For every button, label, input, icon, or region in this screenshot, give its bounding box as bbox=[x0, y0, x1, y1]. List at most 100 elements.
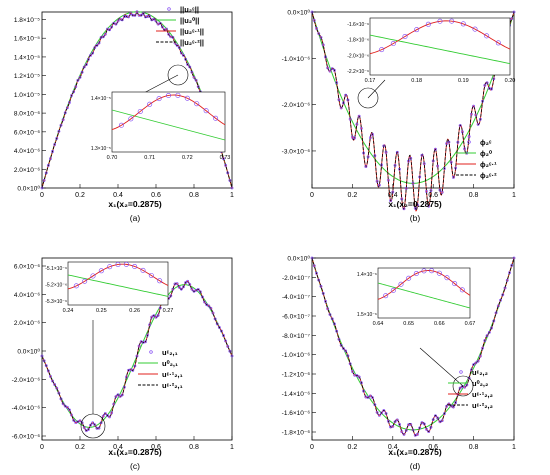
data-point-marker bbox=[463, 147, 467, 151]
inset-first-order-line bbox=[377, 270, 471, 300]
data-point-marker bbox=[122, 385, 126, 389]
panel-label: (c) bbox=[130, 461, 140, 471]
data-point-marker bbox=[355, 374, 359, 377]
chart-panel-d: 0 0.2 0.4 0.6 0.8 1 0.0×10⁰ -2.0×10⁻⁷ -4.0×10⁻⁷ -… bbox=[282, 255, 516, 472]
data-point-marker bbox=[190, 70, 194, 74]
data-point-marker bbox=[490, 326, 493, 330]
data-point-marker bbox=[431, 418, 435, 422]
data-point-marker bbox=[224, 163, 228, 167]
data-point-marker bbox=[224, 339, 228, 343]
data-point-marker bbox=[209, 306, 213, 310]
data-point-marker bbox=[171, 287, 175, 291]
data-point-marker bbox=[89, 423, 92, 427]
data-point-marker bbox=[125, 375, 128, 379]
data-point-marker bbox=[333, 68, 336, 72]
panel-label: (b) bbox=[410, 213, 421, 223]
y-tick-label: -1.2×10⁻⁶ bbox=[282, 372, 311, 379]
inset-y-tick-label: 1.4×10⁻⁶ bbox=[357, 272, 377, 278]
data-point-marker bbox=[95, 43, 99, 47]
inset-data-marker bbox=[203, 108, 209, 114]
data-point-marker bbox=[472, 104, 476, 108]
data-point-marker bbox=[89, 53, 92, 57]
zoom-circle bbox=[452, 375, 474, 397]
data-point-marker bbox=[87, 427, 90, 431]
data-point-marker bbox=[91, 421, 95, 425]
data-point-marker bbox=[171, 35, 175, 39]
data-point-marker bbox=[194, 78, 198, 82]
legend-marker bbox=[467, 140, 471, 144]
data-point-marker bbox=[449, 404, 453, 408]
x-tick-label: 0 bbox=[40, 192, 44, 199]
y-tick-label: 0.0×10⁰ bbox=[17, 348, 40, 356]
data-point-marker bbox=[386, 178, 390, 182]
data-point-marker bbox=[80, 421, 84, 425]
plot-frame bbox=[41, 257, 233, 441]
data-point-marker bbox=[55, 136, 59, 140]
legend-label: ϕ₂ᵋ·² bbox=[480, 171, 497, 180]
data-point-marker bbox=[63, 111, 67, 115]
data-point-marker bbox=[503, 286, 507, 290]
data-point-marker bbox=[409, 156, 413, 160]
data-point-marker bbox=[449, 160, 453, 164]
data-point-marker bbox=[335, 81, 339, 85]
inset-data-marker bbox=[436, 270, 442, 276]
inset-first-order-line bbox=[369, 20, 511, 55]
data-point-marker bbox=[135, 354, 139, 358]
inset-data-marker bbox=[213, 115, 219, 121]
x-tick-label: 1 bbox=[512, 444, 516, 451]
inset: 0.70 0.71 0.72 0.73 1.4×10⁻⁵ 1.3×10⁻⁵ bbox=[91, 91, 230, 161]
data-point-marker bbox=[382, 409, 386, 412]
legend-label: ||u₂ᵋ·²|| bbox=[180, 38, 204, 47]
data-point-marker bbox=[84, 63, 88, 66]
data-point-marker bbox=[59, 397, 63, 401]
data-point-marker bbox=[416, 432, 419, 436]
data-point-marker bbox=[337, 98, 341, 102]
x-tick-label: 0.6 bbox=[151, 444, 161, 451]
inset-data-marker bbox=[132, 263, 138, 269]
x-tick-label: 1 bbox=[230, 444, 234, 451]
y-tick-label: -8.0×10⁻⁷ bbox=[282, 333, 311, 340]
inset-data-marker bbox=[414, 27, 420, 33]
y-tick-label: -2.0×10⁻⁷ bbox=[282, 275, 311, 282]
legend-label: uᵋ·¹₂,₂ bbox=[472, 390, 493, 399]
data-point-marker bbox=[411, 428, 415, 432]
data-point-marker bbox=[70, 413, 73, 417]
data-point-marker bbox=[74, 85, 78, 89]
data-point-marker bbox=[438, 188, 442, 192]
inset-data-marker bbox=[175, 92, 181, 98]
data-point-marker bbox=[474, 361, 478, 365]
data-point-marker bbox=[368, 394, 372, 398]
y-tick-label: -6.0×10⁻⁷ bbox=[282, 314, 311, 321]
inset-data-marker bbox=[425, 21, 431, 27]
data-point-marker bbox=[192, 289, 196, 293]
inset-frame bbox=[377, 267, 471, 319]
data-point-marker bbox=[483, 339, 487, 342]
x-tick-label: 0.6 bbox=[151, 192, 161, 199]
data-point-marker bbox=[330, 317, 334, 321]
data-point-marker bbox=[510, 17, 514, 21]
data-point-marker bbox=[436, 416, 440, 420]
data-point-marker bbox=[501, 293, 505, 297]
data-point-marker bbox=[65, 106, 69, 110]
data-point-marker bbox=[393, 164, 397, 167]
data-point-marker bbox=[182, 285, 185, 289]
data-point-marker bbox=[478, 117, 482, 121]
legend-marker bbox=[167, 7, 171, 11]
data-point-marker bbox=[217, 326, 221, 329]
legend-label: uᵋ·²₂,₂ bbox=[472, 401, 493, 410]
data-point-marker bbox=[485, 81, 489, 85]
data-point-marker bbox=[416, 203, 419, 207]
inset-data-marker bbox=[128, 116, 134, 122]
x-tick-label: 0.6 bbox=[428, 192, 438, 199]
legend-label: ||u₂ᵋ|| bbox=[180, 5, 199, 14]
data-point-marker bbox=[427, 204, 431, 208]
data-point-marker bbox=[228, 349, 232, 353]
inset-x-tick-label: 0.20 bbox=[505, 78, 516, 84]
inset-x-tick-label: 0.18 bbox=[411, 78, 422, 84]
data-point-marker bbox=[91, 51, 95, 55]
inset-homogenized-line bbox=[369, 34, 511, 65]
data-point-marker bbox=[469, 112, 473, 116]
data-point-marker bbox=[175, 43, 179, 47]
data-point-marker bbox=[158, 21, 162, 25]
data-point-marker bbox=[377, 413, 381, 417]
